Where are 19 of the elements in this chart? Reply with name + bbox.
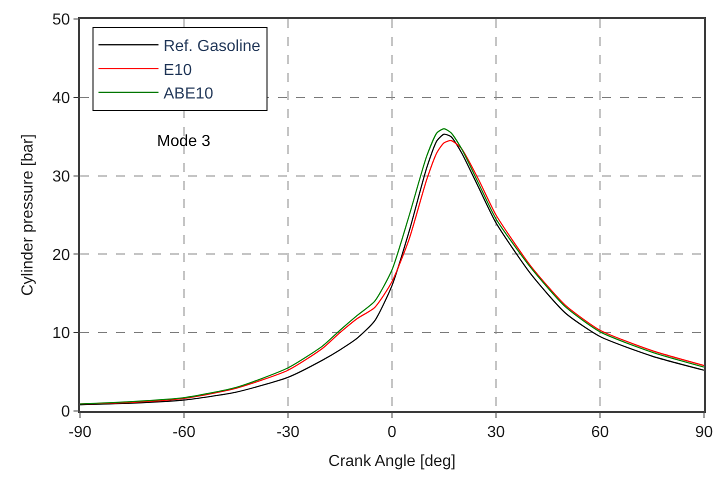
annotation: Mode 3 [157, 133, 210, 150]
x-tick-label: -60 [172, 424, 196, 441]
x-tick-label: -90 [68, 424, 92, 441]
x-tick-label: 0 [388, 424, 397, 441]
legend-label: Ref. Gasoline [163, 38, 261, 55]
x-tick-label: 60 [591, 424, 609, 441]
y-tick-label: 20 [52, 246, 70, 264]
y-axis-title: Cylinder pressure [bar] [20, 134, 37, 296]
legend-label: E10 [163, 62, 192, 79]
y-tick-label: 40 [52, 90, 70, 107]
y-tick-label: 0 [61, 404, 70, 421]
legend-label: ABE10 [163, 86, 214, 103]
x-axis-title: Crank Angle [deg] [328, 453, 456, 470]
x-tick-label: 30 [487, 424, 505, 441]
y-tick-label: 50 [52, 12, 70, 29]
x-tick-label: -30 [276, 424, 300, 441]
x-tick-label: 90 [695, 424, 713, 441]
y-tick-label: 10 [52, 325, 70, 342]
y-tick-label: 30 [52, 168, 70, 186]
